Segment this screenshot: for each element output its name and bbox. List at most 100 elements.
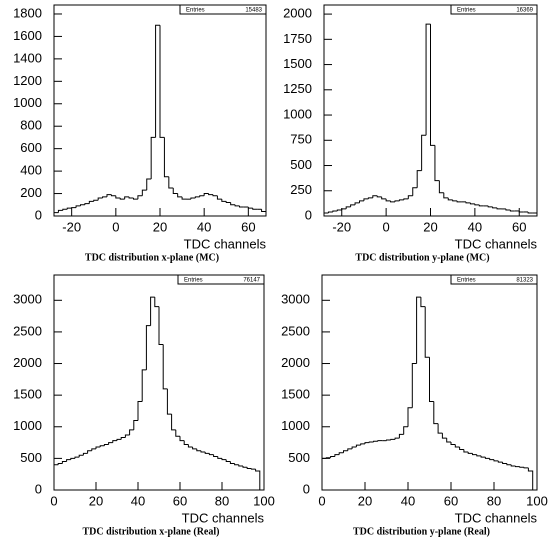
histogram-bin [204,452,210,454]
histogram-bin [70,457,75,460]
histogram-bin [394,437,400,440]
x-tick-label: 0 [50,493,57,508]
histogram-bin [108,442,113,445]
histogram-bin [192,447,197,450]
y-tick-label: 1000 [283,106,312,121]
x-axis-label: TDC channels [184,236,267,251]
y-tick-label: 2500 [281,323,310,338]
histogram-bin [146,178,152,191]
histogram-bin [99,445,105,447]
plot-frame [321,274,538,491]
x-tick-label: 100 [253,493,275,508]
y-tick-label: 1250 [283,81,312,96]
x-tick-label: 60 [241,219,255,234]
histogram-bin [181,196,187,200]
histogram-bin [487,205,493,208]
histogram-bin [106,194,112,197]
histogram-bin [325,457,331,459]
histogram-bin [373,440,378,442]
plot-frame [53,274,265,491]
y-tick-label: 250 [290,182,312,197]
histogram-bin [229,461,235,464]
histogram-bin [484,457,490,459]
histogram-bin [91,448,96,451]
histogram-bin [53,212,59,216]
y-tick-label: 200 [20,185,42,200]
histogram-bin [527,467,534,490]
x-tick-label: 20 [423,219,437,234]
y-tick-label: 0 [35,207,42,222]
histogram-bin [430,24,435,146]
histogram-bin [238,464,243,467]
histogram-bin [480,455,486,458]
histogram-bin [472,453,477,456]
y-tick-label: 1000 [281,418,310,433]
histogram-bin [489,458,494,461]
histogram-bin [478,204,484,207]
histogram-bin [171,414,176,431]
histogram-bin [62,208,68,211]
histogram-bin [112,440,117,443]
histogram-bin [416,170,422,188]
histogram-bin [330,455,335,458]
histogram-bin [168,176,174,189]
x-tick-label: -20 [62,219,81,234]
histogram-bin [376,195,382,198]
histogram-bin [407,195,413,199]
histogram-bin [385,198,391,202]
histogram-bin [381,196,387,200]
x-tick-label: 40 [197,219,211,234]
x-tick-label: 60 [173,493,187,508]
histogram-bin [225,201,231,204]
histogram-bin [250,468,256,470]
histogram-bin [80,204,85,206]
histogram-bin [343,450,348,453]
histogram-bin [225,459,231,463]
histogram-bin [336,209,342,211]
histogram-bin [327,211,333,213]
histogram-bin [61,461,67,464]
x-tick-label: 0 [318,493,325,508]
histogram-bin [230,202,236,206]
histogram-bin [71,207,77,209]
histogram-bin [446,438,451,443]
histogram-bin [190,197,196,200]
histogram-bin [66,459,71,462]
y-tick-label: 3000 [13,292,42,307]
histogram-bin [437,423,443,434]
histogram-bin [208,453,214,456]
histogram-bin [506,463,512,466]
y-tick-label: 750 [290,132,312,147]
histogram-bin [424,306,430,358]
histogram-bin [255,469,261,490]
x-tick-label: 60 [512,219,526,234]
histogram-bin [97,197,103,201]
histogram-bin [102,196,107,199]
histogram-bin [187,444,193,448]
histogram-bin [359,200,364,203]
histogram-bin [505,208,511,211]
chart-title: TDC distribution x-plane (MC) [85,252,219,263]
histogram-bin [177,193,183,198]
histogram-bin [420,297,426,308]
histogram-bin [75,205,81,208]
histogram-bin [492,206,498,209]
histogram-bin [518,210,524,213]
histogram-bin [390,438,396,441]
y-tick-label: 500 [20,450,42,465]
histogram-bin [493,459,499,462]
stats-box [177,274,265,285]
y-tick-label: 1000 [13,95,42,110]
histogram-bin [124,196,130,200]
histogram-bin [133,198,138,200]
histogram-bin [159,25,165,138]
y-tick-label: 1600 [13,28,42,43]
histogram-bin [502,462,507,464]
histogram-bin [398,433,404,439]
histogram-bin [242,465,248,468]
histogram-bin [450,441,456,445]
y-tick-label: 500 [290,157,312,172]
histogram-bin [128,196,134,199]
histogram-bin [394,200,400,202]
